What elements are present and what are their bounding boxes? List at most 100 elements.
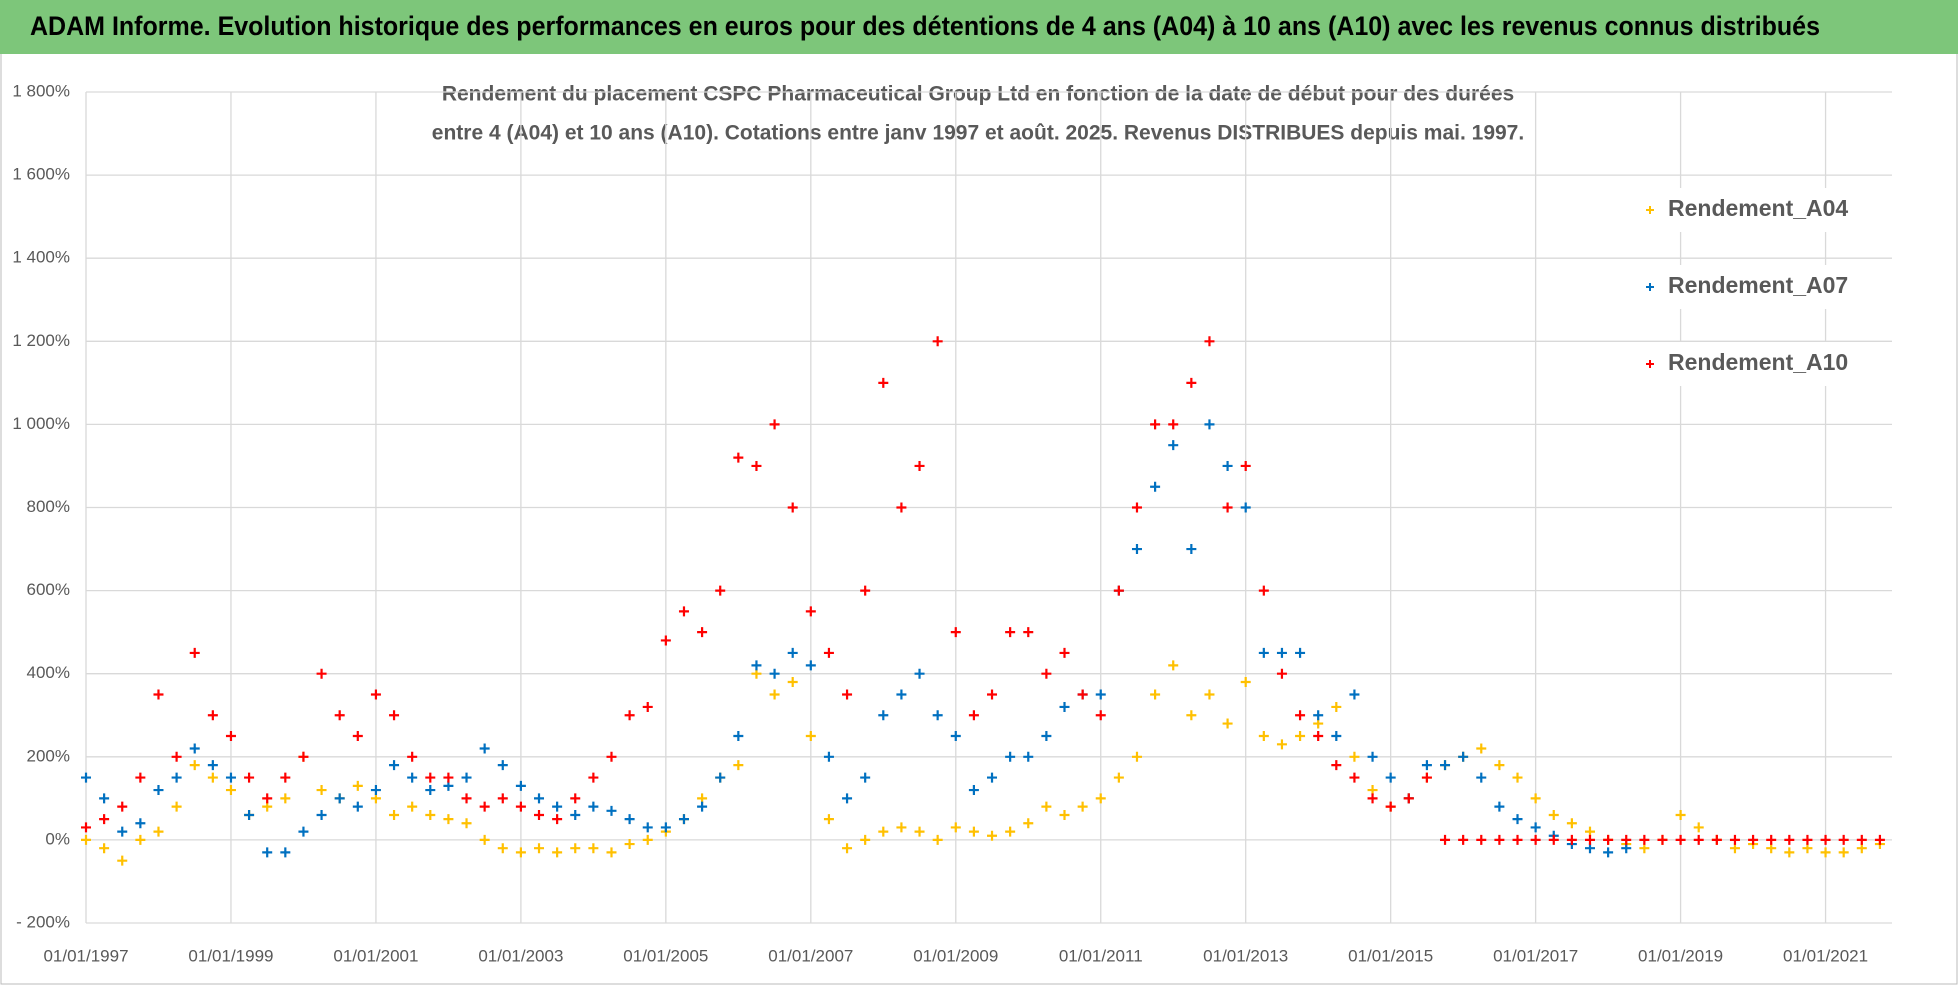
point xyxy=(425,785,436,796)
point xyxy=(805,660,816,671)
point xyxy=(461,772,472,783)
point xyxy=(1548,809,1559,820)
legend-label: Rendement_A07 xyxy=(1668,272,1848,298)
point xyxy=(1766,834,1777,845)
point xyxy=(860,585,871,596)
legend-label: Rendement_A10 xyxy=(1668,349,1848,375)
point xyxy=(1693,822,1704,833)
point xyxy=(896,689,907,700)
point xyxy=(1838,834,1849,845)
point xyxy=(117,855,128,866)
point xyxy=(479,743,490,754)
point xyxy=(606,751,617,762)
point xyxy=(1150,419,1161,430)
point xyxy=(207,710,218,721)
legend-box xyxy=(1624,188,1869,232)
point xyxy=(1331,731,1342,742)
point xyxy=(552,814,563,825)
point xyxy=(153,689,164,700)
point xyxy=(1131,544,1142,555)
point xyxy=(262,847,273,858)
point xyxy=(1023,627,1034,638)
point xyxy=(1258,647,1269,658)
point xyxy=(1385,772,1396,783)
point xyxy=(805,731,816,742)
point xyxy=(787,647,798,658)
point xyxy=(1204,419,1215,430)
point xyxy=(823,814,834,825)
point xyxy=(968,826,979,837)
point xyxy=(425,772,436,783)
point xyxy=(896,822,907,833)
point xyxy=(81,822,91,833)
point xyxy=(769,668,780,679)
point xyxy=(515,847,526,858)
point xyxy=(81,772,91,783)
point xyxy=(1856,834,1867,845)
point xyxy=(135,818,146,829)
point xyxy=(1113,772,1124,783)
point xyxy=(1603,834,1614,845)
point xyxy=(153,826,164,837)
point xyxy=(1059,809,1070,820)
point xyxy=(1150,481,1161,492)
point xyxy=(298,751,309,762)
point xyxy=(389,710,400,721)
point xyxy=(1331,760,1342,771)
point xyxy=(1131,751,1142,762)
point xyxy=(1222,502,1233,513)
point xyxy=(932,336,943,347)
x-tick-label: 01/01/2001 xyxy=(333,946,418,965)
point xyxy=(552,801,563,812)
point xyxy=(1820,847,1831,858)
legend-marker xyxy=(1646,283,1654,291)
y-tick-label: 400% xyxy=(27,663,70,682)
x-tick-label: 01/01/1997 xyxy=(43,946,128,965)
point xyxy=(842,793,853,804)
point xyxy=(1204,336,1215,347)
point xyxy=(1838,847,1849,858)
point xyxy=(1168,440,1179,451)
point xyxy=(624,839,635,850)
point xyxy=(225,731,236,742)
point xyxy=(606,847,617,858)
point xyxy=(1005,627,1016,638)
y-tick-label: 1 400% xyxy=(12,248,70,267)
point xyxy=(1421,760,1432,771)
point xyxy=(1005,826,1016,837)
point xyxy=(1476,743,1487,754)
point xyxy=(950,627,961,638)
header-bar xyxy=(0,0,1958,54)
point xyxy=(153,785,164,796)
point xyxy=(1077,689,1088,700)
point xyxy=(1113,585,1124,596)
point xyxy=(987,830,998,841)
point xyxy=(1095,710,1106,721)
point xyxy=(1458,834,1469,845)
point xyxy=(1331,701,1342,712)
x-tick-label: 01/01/2017 xyxy=(1493,946,1578,965)
point xyxy=(1748,834,1759,845)
point xyxy=(1403,793,1414,804)
point xyxy=(642,834,653,845)
point xyxy=(570,809,581,820)
point xyxy=(1784,847,1795,858)
point xyxy=(497,793,508,804)
point xyxy=(1494,834,1505,845)
point xyxy=(1168,660,1179,671)
point xyxy=(334,793,345,804)
point xyxy=(135,834,146,845)
point xyxy=(316,668,327,679)
point xyxy=(1367,793,1378,804)
point xyxy=(1077,801,1088,812)
point xyxy=(987,772,998,783)
point xyxy=(678,814,689,825)
point xyxy=(733,452,744,463)
point xyxy=(715,585,726,596)
point xyxy=(1313,731,1324,742)
point xyxy=(298,826,309,837)
y-tick-label: 1 000% xyxy=(12,414,70,433)
point xyxy=(534,843,545,854)
point xyxy=(1566,818,1577,829)
point xyxy=(1874,834,1885,845)
